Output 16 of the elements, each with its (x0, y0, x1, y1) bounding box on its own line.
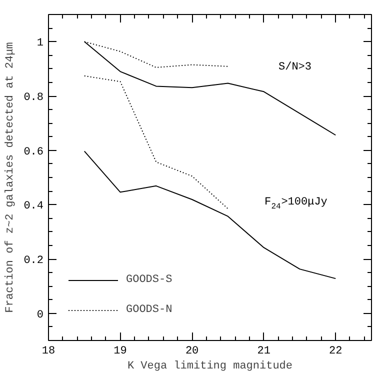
y-axis-title: Fraction of z~2 galaxies detected at 24μm (4, 42, 17, 313)
legend-label: GOODS-S (126, 274, 172, 286)
annotation: S/N>3 (278, 62, 312, 74)
y-tick-label: 0.6 (24, 146, 44, 158)
y-tick-label: 1 (36, 38, 44, 50)
y-tick-label: 0.2 (24, 255, 44, 267)
x-tick-label: 20 (185, 346, 199, 358)
x-axis-title: K Vega limiting magnitude (127, 360, 293, 372)
x-tick-label: 19 (114, 346, 127, 358)
x-tick-label: 22 (329, 346, 342, 358)
legend-label: GOODS-N (126, 304, 172, 316)
x-tick-label: 21 (257, 346, 271, 358)
y-tick-label: 0.4 (24, 200, 44, 213)
y-tick-label: 0.8 (24, 92, 44, 104)
x-tick-label: 18 (42, 346, 56, 358)
y-tick-label: 0 (36, 309, 44, 322)
